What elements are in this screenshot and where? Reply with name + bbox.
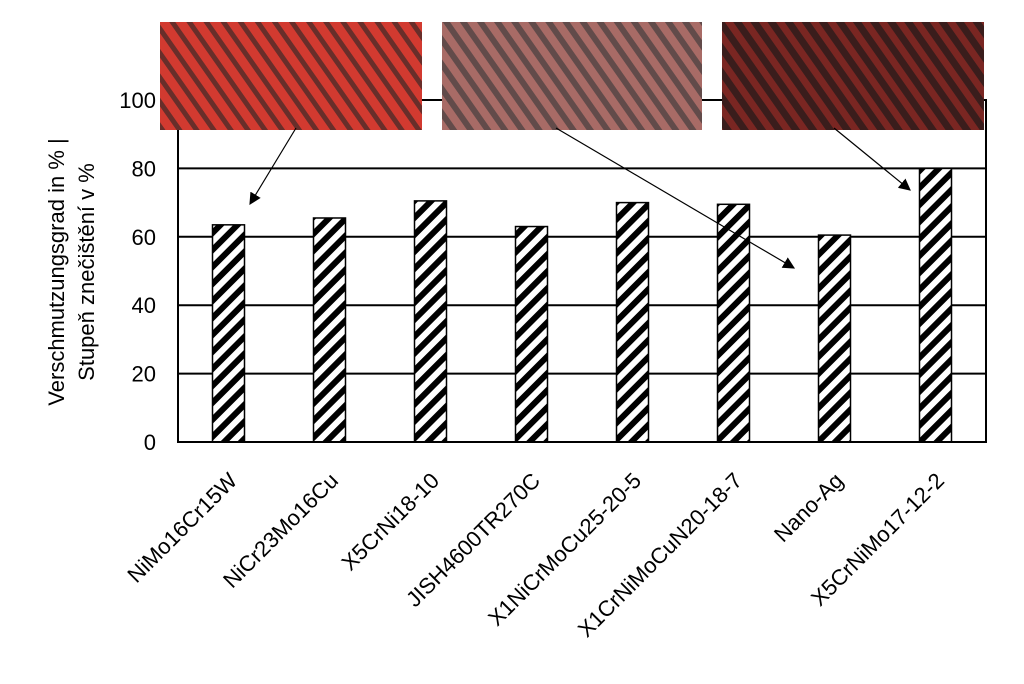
y-axis-label: Verschmutzungsgrad in % | Stupeň znečišt… bbox=[44, 138, 99, 405]
photo-insets bbox=[160, 22, 984, 130]
arrow-3 bbox=[833, 127, 911, 191]
y-tick-label: 80 bbox=[132, 156, 156, 181]
category-labels: NiMo16Cr15WNiCr23Mo16CuX5CrNi18-10JISH46… bbox=[122, 468, 949, 642]
category-label: X5CrNi18-10 bbox=[336, 468, 444, 576]
bar-Nano-Ag bbox=[817, 234, 852, 443]
plot-frame bbox=[177, 99, 987, 443]
y-tick-label: 60 bbox=[132, 225, 156, 250]
bar-X5CrNi18-10 bbox=[413, 200, 448, 443]
category-label: X1CrNiMoCuN20-18-7 bbox=[573, 468, 747, 642]
bar-JISH4600TR270C bbox=[514, 225, 549, 443]
photo-inset-2 bbox=[442, 22, 702, 130]
annotation-arrows bbox=[249, 127, 911, 269]
y-tick-label: 40 bbox=[132, 293, 156, 318]
y-tick-label: 0 bbox=[144, 430, 156, 455]
bar-NiMo16Cr15W bbox=[211, 224, 246, 443]
gridlines bbox=[178, 99, 986, 443]
y-tick-label: 100 bbox=[119, 88, 156, 113]
y-axis-label-line2: Stupeň znečištění v % bbox=[74, 163, 99, 381]
photo-inset-3 bbox=[722, 22, 984, 130]
arrow-1 bbox=[249, 127, 297, 206]
photo-inset-1 bbox=[160, 22, 422, 130]
y-axis-label-line1: Verschmutzungsgrad in % | bbox=[44, 138, 69, 405]
bar-X1NiCrMoCu25-20-5 bbox=[615, 201, 650, 443]
bar-NiCr23Mo16Cu bbox=[312, 217, 347, 443]
bars bbox=[211, 167, 953, 443]
y-tick-label: 20 bbox=[132, 362, 156, 387]
category-label: Nano-Ag bbox=[769, 468, 848, 547]
bar-X1CrNiMoCuN20-18-7 bbox=[716, 203, 751, 443]
bar-X5CrNiMo17-12-2 bbox=[918, 167, 953, 443]
y-tick-labels: 0 20 40 60 80 100 bbox=[119, 88, 156, 455]
arrow-2 bbox=[555, 127, 796, 269]
